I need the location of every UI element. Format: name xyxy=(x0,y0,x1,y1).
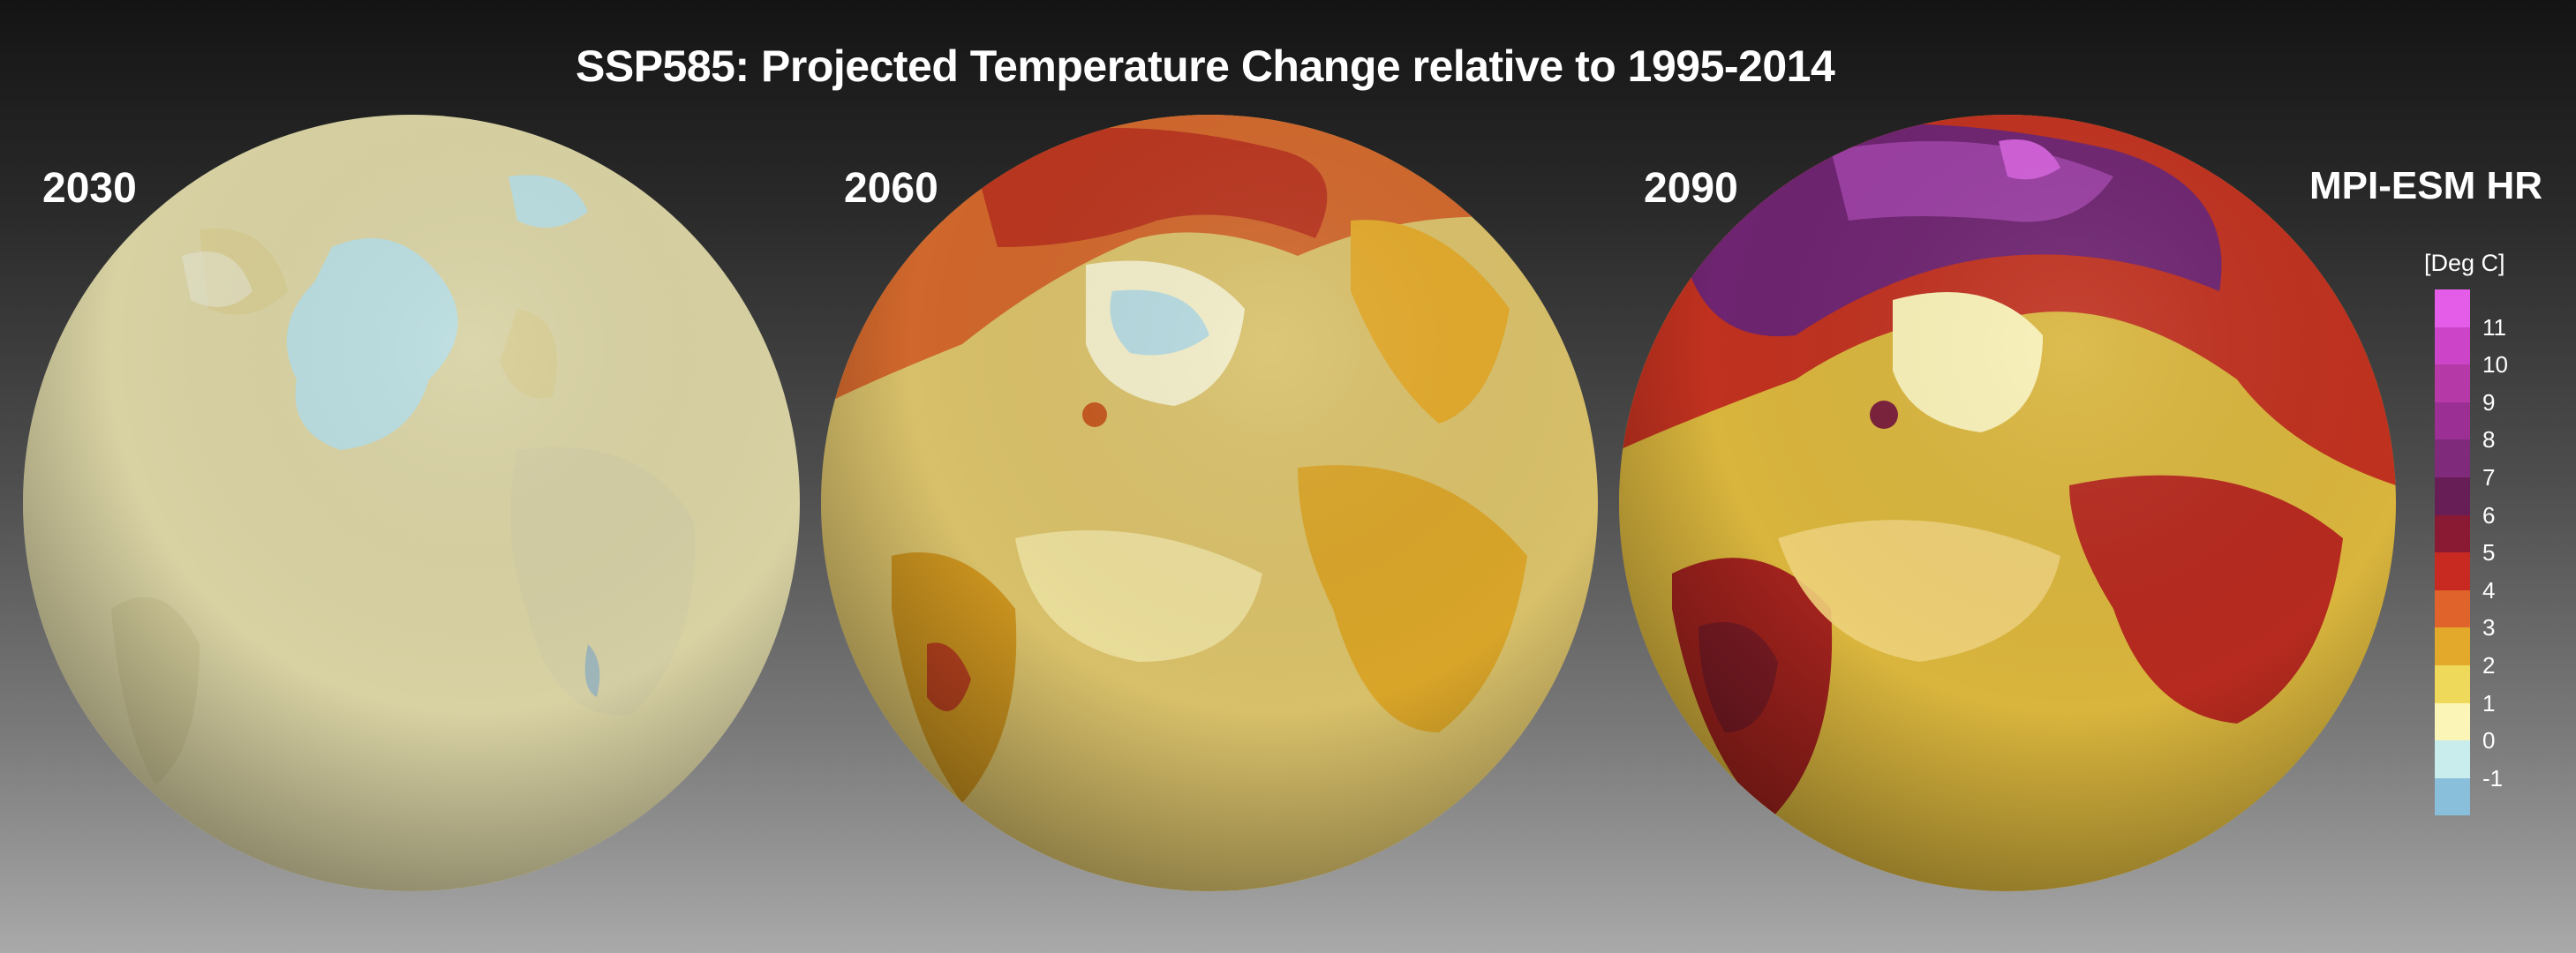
legend-color-bar xyxy=(2435,289,2470,816)
legend-cell xyxy=(2435,702,2470,741)
legend-cell xyxy=(2435,552,2470,590)
legend-unit-label: [Deg C] xyxy=(2424,250,2505,276)
legend-tick-label: 4 xyxy=(2482,576,2496,604)
legend-cell xyxy=(2435,740,2470,778)
legend-cell xyxy=(2435,364,2470,402)
legend-cell xyxy=(2435,514,2470,553)
legend-cell xyxy=(2435,664,2470,703)
legend-tick-label: 0 xyxy=(2482,727,2496,754)
model-label: MPI-ESM HR xyxy=(2309,164,2542,207)
legend-tick-label: 7 xyxy=(2482,464,2496,491)
legend-cell xyxy=(2435,289,2470,327)
legend-tick-label: 1 xyxy=(2482,689,2496,717)
legend-tick-label: 3 xyxy=(2482,614,2496,642)
legend-tick-label: 9 xyxy=(2482,388,2496,416)
legend-tick-label: 10 xyxy=(2482,351,2508,379)
legend-tick-label: -1 xyxy=(2482,764,2504,792)
legend-cell xyxy=(2435,777,2470,816)
page-title: SSP585: Projected Temperature Change rel… xyxy=(576,41,1835,91)
legend-cell xyxy=(2435,326,2470,365)
legend-cell xyxy=(2435,439,2470,477)
legend-cell xyxy=(2435,401,2470,440)
legend-cell xyxy=(2435,476,2470,515)
legend-tick-label: 6 xyxy=(2482,501,2496,529)
legend-cell xyxy=(2435,627,2470,665)
year-label-2030: 2030 xyxy=(42,165,137,212)
year-label-2090: 2090 xyxy=(1644,165,1738,212)
legend-tick-label: 8 xyxy=(2482,426,2496,454)
legend-cell xyxy=(2435,589,2470,628)
globe-2030 xyxy=(23,115,800,891)
legend-tick-label: 5 xyxy=(2482,539,2496,567)
legend-tick-label: 11 xyxy=(2482,313,2506,341)
legend-tick-label: 2 xyxy=(2482,652,2496,679)
year-label-2060: 2060 xyxy=(844,165,938,212)
globe-2060 xyxy=(821,115,1598,891)
globe-2090 xyxy=(1619,115,2396,891)
